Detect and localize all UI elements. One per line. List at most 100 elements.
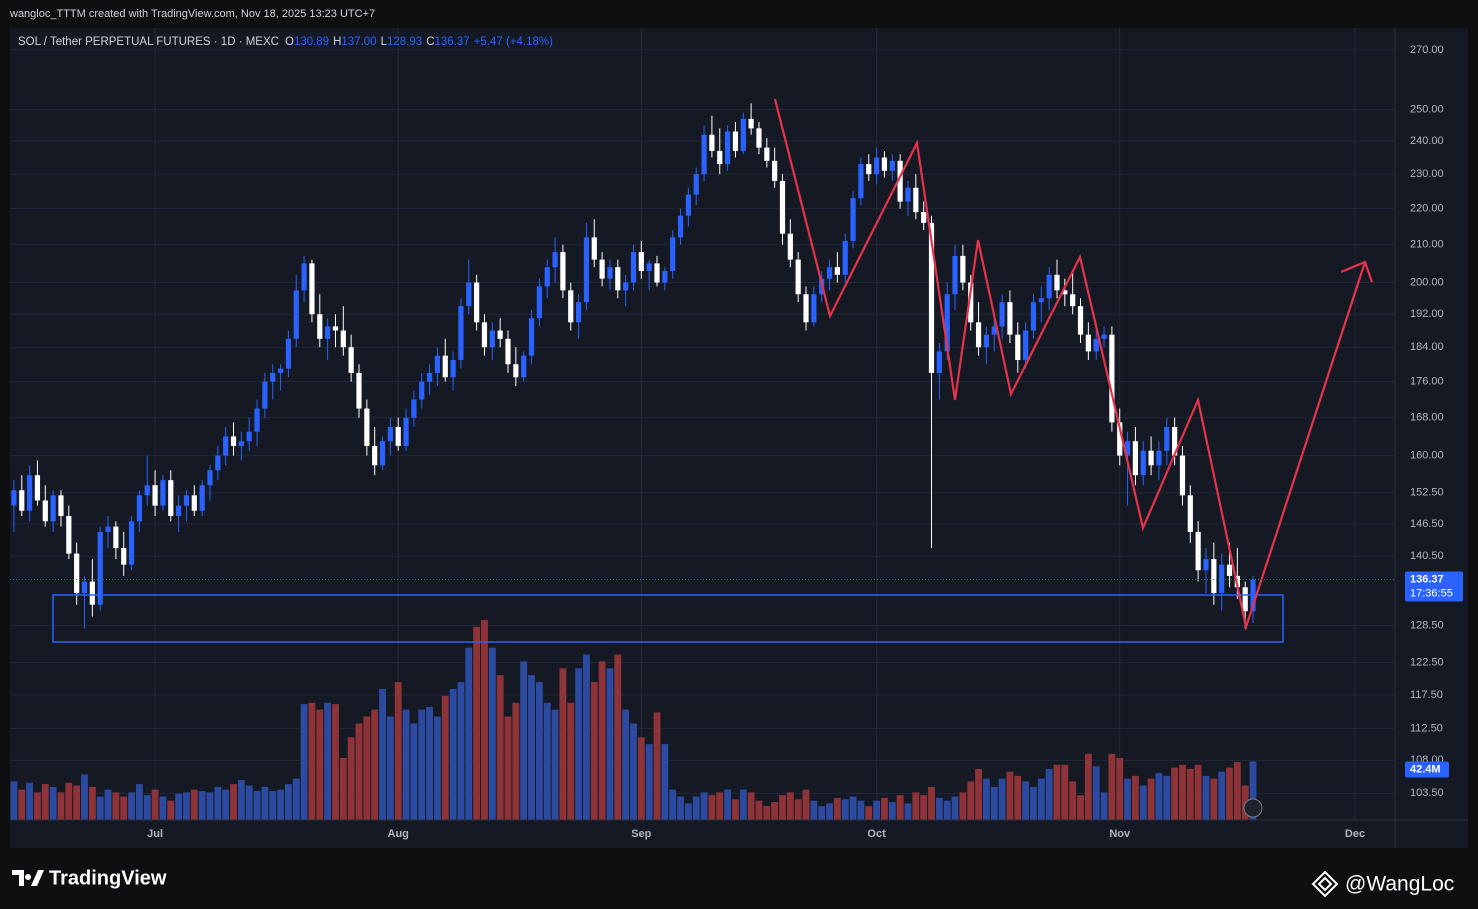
candle-body [458,306,464,360]
volume-bar [998,778,1006,820]
volume-bar [528,675,535,820]
volume-bar [418,709,426,820]
candle-body [364,408,370,446]
candle-body [1062,290,1068,295]
candle-body [262,381,268,409]
candle-body [968,282,974,323]
volume-bar [339,757,347,820]
volume-bar [18,789,26,820]
candle-body [1148,450,1154,466]
volume-bar [551,709,559,820]
volume-bar [771,802,779,820]
support-zone [52,594,1284,643]
candle-body [293,290,299,339]
volume-bar [794,799,802,820]
x-tick-label: Dec [1345,828,1365,840]
candle-body [654,263,660,283]
candle-body [246,431,252,442]
volume-bar [841,799,849,820]
candle-body [591,237,597,260]
volume-bar [1006,771,1014,820]
candle-body [536,286,542,319]
volume-bar [245,785,253,820]
volume-bar [175,793,183,820]
x-tick-label: Nov [1109,828,1131,840]
volume-bar [386,716,394,820]
volume-bar [904,803,912,820]
candle-body [983,334,990,348]
tv-logo: TradingView [12,867,167,889]
candle-body [897,160,903,202]
volume-bar [1022,781,1030,820]
volume-bar [1131,775,1139,820]
candle-body [27,475,33,511]
volume-bar [316,709,324,820]
candle-body [215,455,221,471]
volume-bar [951,796,959,820]
volume-bar [598,661,606,820]
candle-body [787,233,793,260]
handle-icon [1311,870,1339,898]
x-tick-label: Oct [867,828,886,840]
candle-body [952,255,958,295]
volume-bar [912,792,920,820]
volume-bar [34,792,41,820]
candle-body [340,330,346,348]
volume-bar [967,781,975,820]
volume-bar [88,786,96,820]
volume-bar [888,802,896,820]
candle-body [740,118,746,151]
volume-bar [1053,764,1061,820]
candle-body [607,267,613,279]
candle-body [285,338,292,369]
volume-bar [355,723,363,820]
volume-bar [394,682,402,820]
ohlc: O130.89 H137.00 L128.93 C136.37 +5.47 (+4.18… [285,36,553,48]
candle-body [991,326,997,335]
candle-body [1054,274,1060,291]
volume-bar [590,682,598,820]
volume-bar [81,774,88,820]
volume-bar [833,797,841,820]
volume-bar [1037,778,1045,820]
candle-body [748,118,754,129]
candle-body [332,326,339,331]
volume-bar [779,795,786,820]
volume-bar [277,789,284,820]
candle-body [89,581,95,605]
candle-body [685,194,691,216]
candle-body [568,290,574,323]
volume-bar [975,768,982,820]
volume-bar [959,792,967,820]
volume-bar [332,704,339,820]
candle-body [1070,294,1076,307]
volume-bar [1171,767,1179,820]
legend-key: L [381,36,388,48]
last-price-label: 136.37 [1410,573,1444,585]
y-tick-label: 220.00 [1410,203,1444,215]
candle-body [709,134,715,151]
volume-bar [677,796,684,820]
y-tick-label: 103.50 [1410,787,1444,799]
volume-bar [465,647,473,820]
volume-bar [308,702,316,820]
volume-bar [402,709,410,820]
candle-body [387,427,393,442]
volume-bar [488,647,496,820]
volume-bar [1186,768,1194,820]
candle-body [583,237,590,303]
volume-bar [284,784,292,820]
volume-bar [473,626,481,820]
volume-bar [700,792,708,820]
volume-bar [1084,753,1092,820]
candles [11,103,1256,629]
candle-body [772,160,778,181]
volume-bar [724,789,732,820]
candle-body [238,441,244,446]
candle-body [928,222,935,373]
volume-bar [1139,785,1147,820]
candle-body [615,267,621,291]
candle-body [356,372,362,409]
volume-bar [214,786,222,820]
